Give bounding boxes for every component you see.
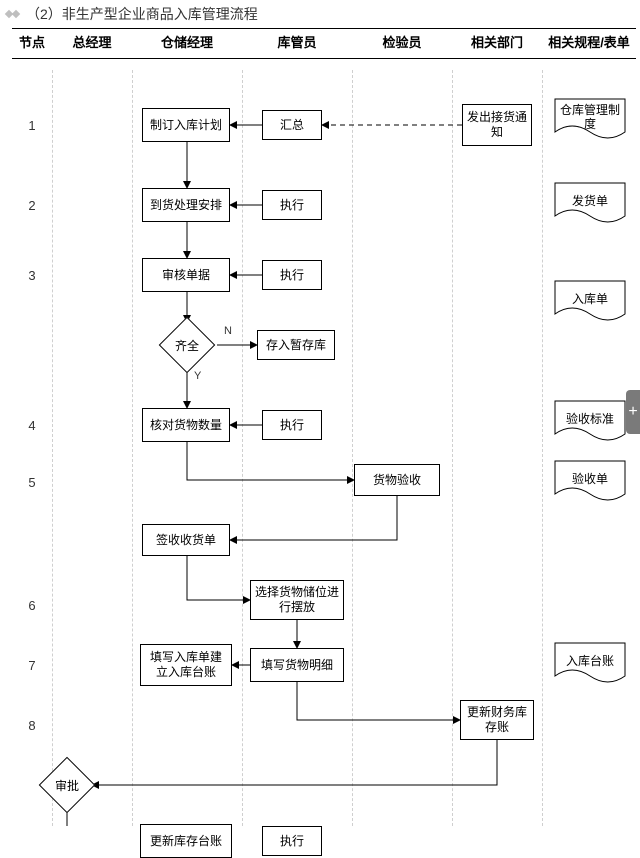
column-header-table: 节点 总经理 仓储经理 库管员 检验员 相关部门 相关规程/表单 — [12, 28, 636, 59]
doc-inbound: 入库单 — [554, 280, 626, 324]
doc-warehouse-rules: 仓库管理制度 — [554, 98, 626, 142]
box-place: 选择货物储位进行摆放 — [250, 580, 344, 620]
box-exec2: 执行 — [262, 190, 322, 220]
box-temp: 存入暂存库 — [257, 330, 335, 360]
doc-delivery: 发货单 — [554, 182, 626, 226]
box-finance: 更新财务库存账 — [460, 700, 534, 740]
branch-no: N — [224, 325, 232, 337]
col-gm: 总经理 — [52, 29, 132, 59]
col-node: 节点 — [12, 29, 52, 59]
flowchart-canvas: 1 2 3 4 5 6 7 8 — [12, 70, 636, 826]
box-notify: 发出接货通知 — [462, 104, 532, 146]
arrow-layer — [12, 70, 636, 826]
side-expand-button[interactable]: + — [626, 390, 640, 434]
box-audit: 审核单据 — [142, 258, 230, 292]
col-insp: 检验员 — [352, 29, 452, 59]
box-update: 更新库存台账 — [140, 824, 232, 858]
box-exec9: 执行 — [262, 826, 322, 856]
doc-standard: 验收标准 — [554, 400, 626, 444]
diamond-label: 齐全 — [157, 325, 217, 365]
box-arrive: 到货处理安排 — [142, 188, 230, 222]
diamond-complete: 齐全 — [157, 325, 217, 365]
box-plan: 制订入库计划 — [142, 108, 230, 142]
box-summary: 汇总 — [262, 110, 322, 140]
branch-yes: Y — [194, 370, 201, 382]
col-dept: 相关部门 — [452, 29, 542, 59]
diamond-approve: 审批 — [37, 765, 97, 805]
col-wk: 库管员 — [242, 29, 352, 59]
section-icon — [6, 7, 20, 21]
box-exec4: 执行 — [262, 410, 322, 440]
box-sign: 签收收货单 — [142, 524, 230, 556]
col-forms: 相关规程/表单 — [542, 29, 636, 59]
page-title: （2）非生产型企业商品入库管理流程 — [26, 4, 258, 24]
box-exec3: 执行 — [262, 260, 322, 290]
box-fill: 填写入库单建立入库台账 — [140, 644, 232, 686]
box-detail: 填写货物明细 — [250, 648, 344, 682]
col-wm: 仓储经理 — [132, 29, 242, 59]
box-checkqty: 核对货物数量 — [142, 408, 230, 442]
diamond-approve-label: 审批 — [37, 765, 97, 805]
box-inspect: 货物验收 — [354, 464, 440, 496]
doc-ledger: 入库台账 — [554, 642, 626, 686]
doc-acceptance: 验收单 — [554, 460, 626, 504]
